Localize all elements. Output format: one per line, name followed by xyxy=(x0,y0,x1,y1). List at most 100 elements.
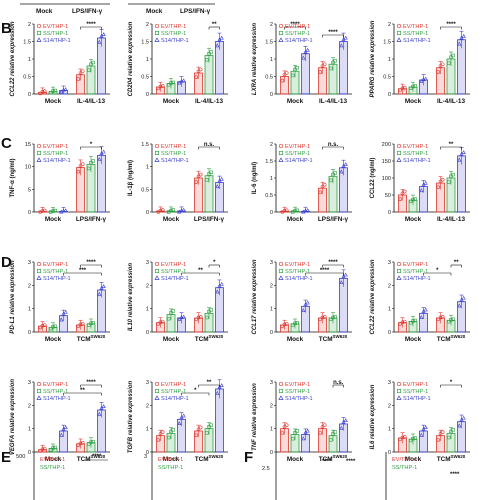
e-legend-ev: EV/THP-1 xyxy=(40,457,65,463)
data-point xyxy=(461,295,466,300)
y-tick-label: 2 xyxy=(146,22,149,28)
legend-marker xyxy=(36,157,42,162)
legend-marker xyxy=(278,150,284,156)
y-tick-label: 0 xyxy=(28,92,31,98)
y-tick-label: 0 xyxy=(388,450,391,456)
legend-marker xyxy=(36,150,42,156)
data-point xyxy=(291,436,295,441)
data-point xyxy=(53,208,57,213)
y-tick-label: 0 xyxy=(28,330,31,336)
data-point xyxy=(419,315,424,320)
data-point xyxy=(398,322,403,326)
panel-label-f: F xyxy=(244,449,253,466)
y-tick-label: 150 xyxy=(382,159,391,165)
data-point xyxy=(451,53,455,58)
legend-marker xyxy=(278,275,284,280)
data-point xyxy=(215,390,220,395)
e-tick-500: 500 xyxy=(16,454,25,460)
legend-label: SS/THP-1 xyxy=(161,269,186,275)
legend-marker xyxy=(154,30,160,36)
f-sig-2: **** xyxy=(346,459,356,465)
data-point xyxy=(280,324,285,329)
legend-label: S14/THP-1 xyxy=(403,158,431,164)
data-point xyxy=(291,73,295,78)
legend-marker xyxy=(278,381,284,387)
legend-marker xyxy=(396,395,402,400)
data-point xyxy=(457,41,462,46)
data-point xyxy=(305,207,310,212)
legend-marker xyxy=(154,150,160,156)
data-point xyxy=(171,309,175,313)
data-point xyxy=(436,185,441,189)
data-point xyxy=(49,326,53,331)
data-point xyxy=(89,440,93,444)
y-tick-label: 1 xyxy=(28,307,31,313)
data-point xyxy=(40,447,45,451)
legend-marker xyxy=(396,150,402,156)
legend-label: SS/THP-1 xyxy=(403,269,428,275)
sig-label: * xyxy=(450,380,453,386)
data-point xyxy=(320,64,325,68)
sig-label: * xyxy=(90,142,93,148)
legend-label: S14/THP-1 xyxy=(285,396,313,402)
data-point xyxy=(280,78,285,83)
legend-marker xyxy=(278,388,284,394)
category-label: Mock xyxy=(163,216,180,223)
legend-marker xyxy=(396,30,402,36)
y-axis-label: TNF-α (ng/ml) xyxy=(10,158,16,197)
data-point xyxy=(398,197,403,201)
y-tick-label: 0.5 xyxy=(141,187,149,193)
data-point xyxy=(438,179,443,184)
category-label: IL-4/IL-13 xyxy=(319,98,347,105)
data-point xyxy=(38,325,43,330)
data-point xyxy=(343,272,348,277)
data-point xyxy=(205,57,209,62)
data-point xyxy=(51,209,55,213)
legend-label: S14/THP-1 xyxy=(161,276,189,282)
legend-marker xyxy=(36,388,42,394)
data-point xyxy=(78,164,83,168)
legend-marker xyxy=(396,157,402,162)
data-point xyxy=(87,442,91,446)
y-tick-label: 0.5 xyxy=(265,75,273,81)
sig-label: **** xyxy=(446,22,456,28)
sig-label: * xyxy=(194,388,197,394)
y-tick-label: 2 xyxy=(146,403,149,409)
data-point xyxy=(339,169,344,174)
legend-label: EV/THP-1 xyxy=(403,144,428,150)
data-point xyxy=(411,436,415,441)
legend-label: S14/THP-1 xyxy=(43,396,71,402)
e2-tick-3: 3 xyxy=(144,454,147,460)
data-point xyxy=(440,430,445,434)
data-point xyxy=(160,208,165,212)
legend-label: EV/THP-1 xyxy=(43,144,68,150)
data-point xyxy=(53,445,57,450)
data-point xyxy=(158,84,163,89)
legend-label: SS/THP-1 xyxy=(403,151,428,157)
category-label: TCMSW620 xyxy=(195,454,224,463)
data-point xyxy=(440,315,445,319)
legend-label: EV/THP-1 xyxy=(161,262,186,268)
data-point xyxy=(398,437,403,442)
data-point xyxy=(409,199,413,204)
data-point xyxy=(205,431,209,435)
sig-label: **** xyxy=(328,260,338,266)
y-tick-label: 1 xyxy=(270,57,273,63)
legend-label: SS/THP-1 xyxy=(43,269,68,275)
data-point xyxy=(423,76,428,81)
legend-marker xyxy=(278,261,284,267)
data-point xyxy=(76,324,81,329)
y-tick-label: 3 xyxy=(28,260,31,266)
data-point xyxy=(343,418,348,422)
data-point xyxy=(158,320,163,324)
category-label: Mock xyxy=(45,216,62,223)
category-label: TCMSW620 xyxy=(319,454,348,463)
y-tick-label: 0 xyxy=(270,450,273,456)
data-point xyxy=(413,436,417,440)
sig-label: **** xyxy=(86,380,96,386)
legend-marker xyxy=(154,388,160,394)
data-point xyxy=(284,322,289,326)
data-point xyxy=(194,180,199,184)
